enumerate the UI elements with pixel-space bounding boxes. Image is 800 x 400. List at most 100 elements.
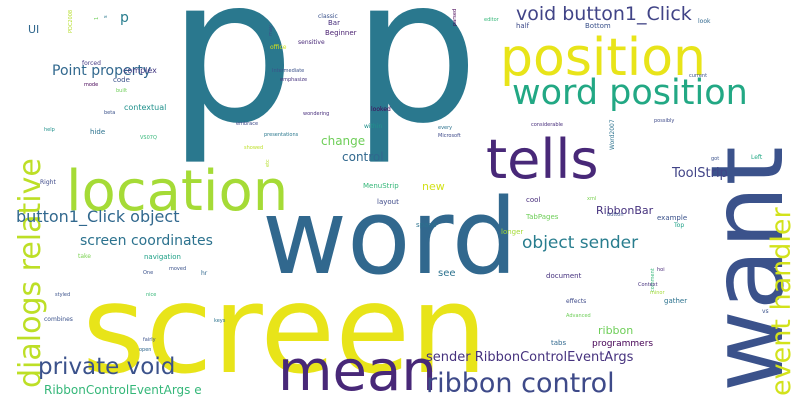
cloud-word: presentations — [264, 132, 299, 138]
cloud-word: complex — [123, 66, 157, 75]
cloud-word: screen coordinates — [80, 233, 213, 249]
cloud-word: vs — [762, 308, 769, 315]
cloud-word: p — [352, 0, 479, 168]
cloud-word: open — [139, 347, 151, 353]
cloud-word: Intermediate — [272, 68, 304, 74]
cloud-word: position — [500, 28, 706, 88]
cloud-word: layout — [377, 198, 399, 206]
cloud-word: tabs — [551, 339, 566, 347]
cloud-word: classic — [318, 13, 338, 20]
cloud-word: One — [143, 270, 153, 276]
cloud-word: VS07Q — [140, 135, 157, 141]
cloud-word: looked — [371, 106, 391, 113]
cloud-word: built — [116, 88, 127, 94]
cloud-word: combines — [44, 316, 73, 323]
cloud-word: void button1_Click — [516, 3, 692, 25]
cloud-word: object sender — [522, 233, 638, 253]
cloud-word: moved — [169, 266, 186, 272]
cloud-word: nice — [146, 292, 156, 298]
cloud-word: contextual — [124, 103, 166, 112]
cloud-word: xml — [587, 196, 596, 202]
cloud-word: navigation — [144, 253, 181, 261]
cloud-word: take — [78, 253, 91, 260]
cloud-word: tells — [486, 128, 599, 191]
cloud-word: PDC2008 — [68, 10, 74, 33]
cloud-word: programmers — [592, 339, 653, 349]
cloud-word: private void — [38, 354, 175, 380]
cloud-word: parsed — [452, 9, 458, 26]
cloud-word: Microsoft — [438, 133, 461, 139]
cloud-word: ribbon — [598, 324, 633, 337]
cloud-word: Right — [40, 179, 56, 186]
cloud-word: etc — [265, 159, 271, 167]
cloud-word: space — [416, 221, 437, 229]
cloud-word: look — [698, 18, 711, 25]
cloud-word: document — [546, 272, 582, 280]
cloud-word: mode — [84, 82, 98, 88]
cloud-word: comment — [650, 268, 656, 292]
cloud-word: RibbonControlEventArgs e — [44, 383, 202, 397]
cloud-word: example — [657, 214, 687, 222]
cloud-word: ribbon control — [426, 368, 615, 399]
cloud-word: editor — [484, 17, 500, 23]
cloud-word: forced — [82, 60, 101, 67]
cloud-word: Point property — [52, 63, 151, 79]
cloud-word: considerable — [531, 122, 563, 128]
cloud-word: s — [103, 15, 109, 18]
cloud-word: p — [168, 0, 295, 168]
cloud-word: possibly — [654, 118, 674, 124]
cloud-word: location — [66, 159, 288, 224]
cloud-word: screen — [82, 259, 488, 400]
cloud-word: mean — [278, 339, 437, 400]
cloud-word: help — [44, 127, 55, 133]
cloud-word: hr — [201, 270, 208, 277]
cloud-word: current — [689, 73, 707, 79]
cloud-word: Word2007 — [609, 119, 616, 150]
cloud-word: sender RibbonControlEventArgs — [426, 350, 634, 365]
cloud-word: RibbonBar — [596, 204, 654, 217]
cloud-word: sensitive — [298, 39, 325, 46]
cloud-word: emphasize — [280, 77, 307, 83]
cloud-word: button1_Click object — [16, 207, 179, 227]
cloud-word: wondering — [303, 111, 329, 117]
cloud-word: beta — [104, 110, 115, 116]
cloud-word: styled — [55, 292, 70, 298]
cloud-word: MenuStrip — [363, 182, 399, 190]
cloud-word: dialogs relative — [13, 158, 48, 388]
cloud-word: effects — [566, 298, 586, 305]
cloud-word: office — [270, 44, 287, 51]
cloud-word: every — [438, 125, 452, 131]
cloud-word: fairly — [143, 337, 156, 343]
cloud-word: Advanced — [566, 313, 591, 319]
cloud-word: 1 — [94, 17, 100, 20]
cloud-word: ToolStrip — [671, 166, 728, 181]
cloud-word: within — [364, 123, 382, 130]
cloud-word: hide — [90, 128, 105, 136]
cloud-word: UI — [28, 23, 39, 36]
cloud-word: showed — [244, 145, 263, 151]
cloud-word: gather — [664, 297, 687, 305]
cloud-word: half — [516, 22, 530, 30]
cloud-word: embrace — [236, 121, 258, 127]
cloud-word: Bottom — [585, 22, 611, 30]
cloud-word: change — [321, 134, 365, 148]
cloud-word: new — [422, 180, 445, 193]
cloud-word: p — [120, 10, 129, 26]
cloud-word: code — [113, 76, 130, 84]
cloud-word: control — [342, 150, 384, 164]
cloud-word: event handler — [766, 206, 797, 396]
cloud-word: got — [711, 156, 719, 162]
cloud-word: want — [689, 146, 800, 392]
cloud-word: may — [268, 25, 274, 36]
cloud-word: word position — [512, 73, 748, 113]
cloud-word: cool — [526, 196, 540, 204]
cloud-word: Bar — [328, 19, 340, 27]
cloud-word: Left — [751, 154, 763, 161]
cloud-word: Top — [673, 222, 684, 229]
cloud-word: keys — [214, 318, 226, 324]
cloud-word: button — [607, 212, 624, 218]
cloud-word: see — [438, 268, 456, 279]
cloud-word: word — [262, 176, 518, 298]
